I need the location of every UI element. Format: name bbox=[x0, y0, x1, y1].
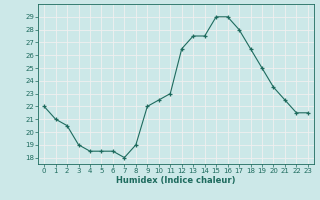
X-axis label: Humidex (Indice chaleur): Humidex (Indice chaleur) bbox=[116, 176, 236, 185]
